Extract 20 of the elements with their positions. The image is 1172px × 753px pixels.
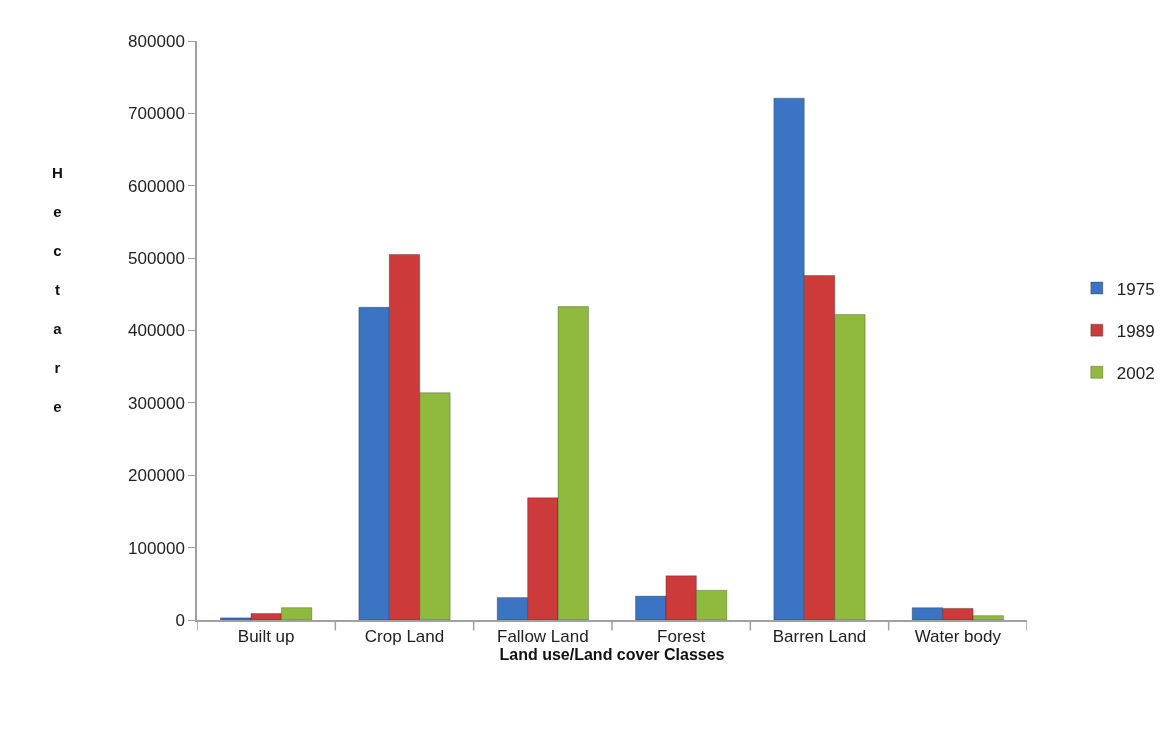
y-tick-label: 500000 <box>128 249 185 269</box>
y-tick-label: 800000 <box>128 31 185 51</box>
legend-label: 2002 <box>1116 363 1155 383</box>
x-tick-label: Fallow Land <box>496 627 589 647</box>
y-tick-label: 0 <box>175 610 185 630</box>
y-tick-label: 200000 <box>128 466 185 486</box>
y-tick-label: 600000 <box>128 176 185 196</box>
legend-label: 1975 <box>1116 279 1155 299</box>
x-tick-label: Forest <box>657 627 706 647</box>
y-tick-label: 100000 <box>128 538 185 558</box>
y-tick-label: 700000 <box>128 104 185 124</box>
x-axis-title: Land use/Land cover Classes <box>499 646 725 664</box>
y-tick-label: 300000 <box>128 393 185 413</box>
text: Hectare <box>52 164 63 415</box>
x-tick-label: Crop Land <box>364 627 445 647</box>
y-tick-label: 400000 <box>128 321 185 341</box>
x-tick-label: Barren Land <box>772 627 867 647</box>
x-tick-label: Water body <box>914 627 1002 647</box>
legend-label: 1989 <box>1116 321 1155 341</box>
x-tick-label: Built up <box>237 627 295 647</box>
